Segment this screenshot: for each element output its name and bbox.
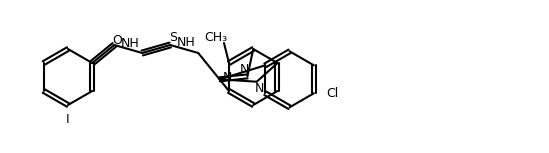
Text: O: O (113, 34, 122, 47)
Text: S: S (169, 30, 177, 43)
Text: Cl: Cl (326, 87, 338, 100)
Text: NH: NH (121, 37, 139, 50)
Text: CH₃: CH₃ (204, 30, 228, 43)
Text: N: N (255, 82, 265, 95)
Text: I: I (66, 113, 70, 126)
Text: N: N (223, 71, 232, 84)
Text: NH: NH (177, 35, 195, 49)
Text: N: N (240, 63, 249, 76)
